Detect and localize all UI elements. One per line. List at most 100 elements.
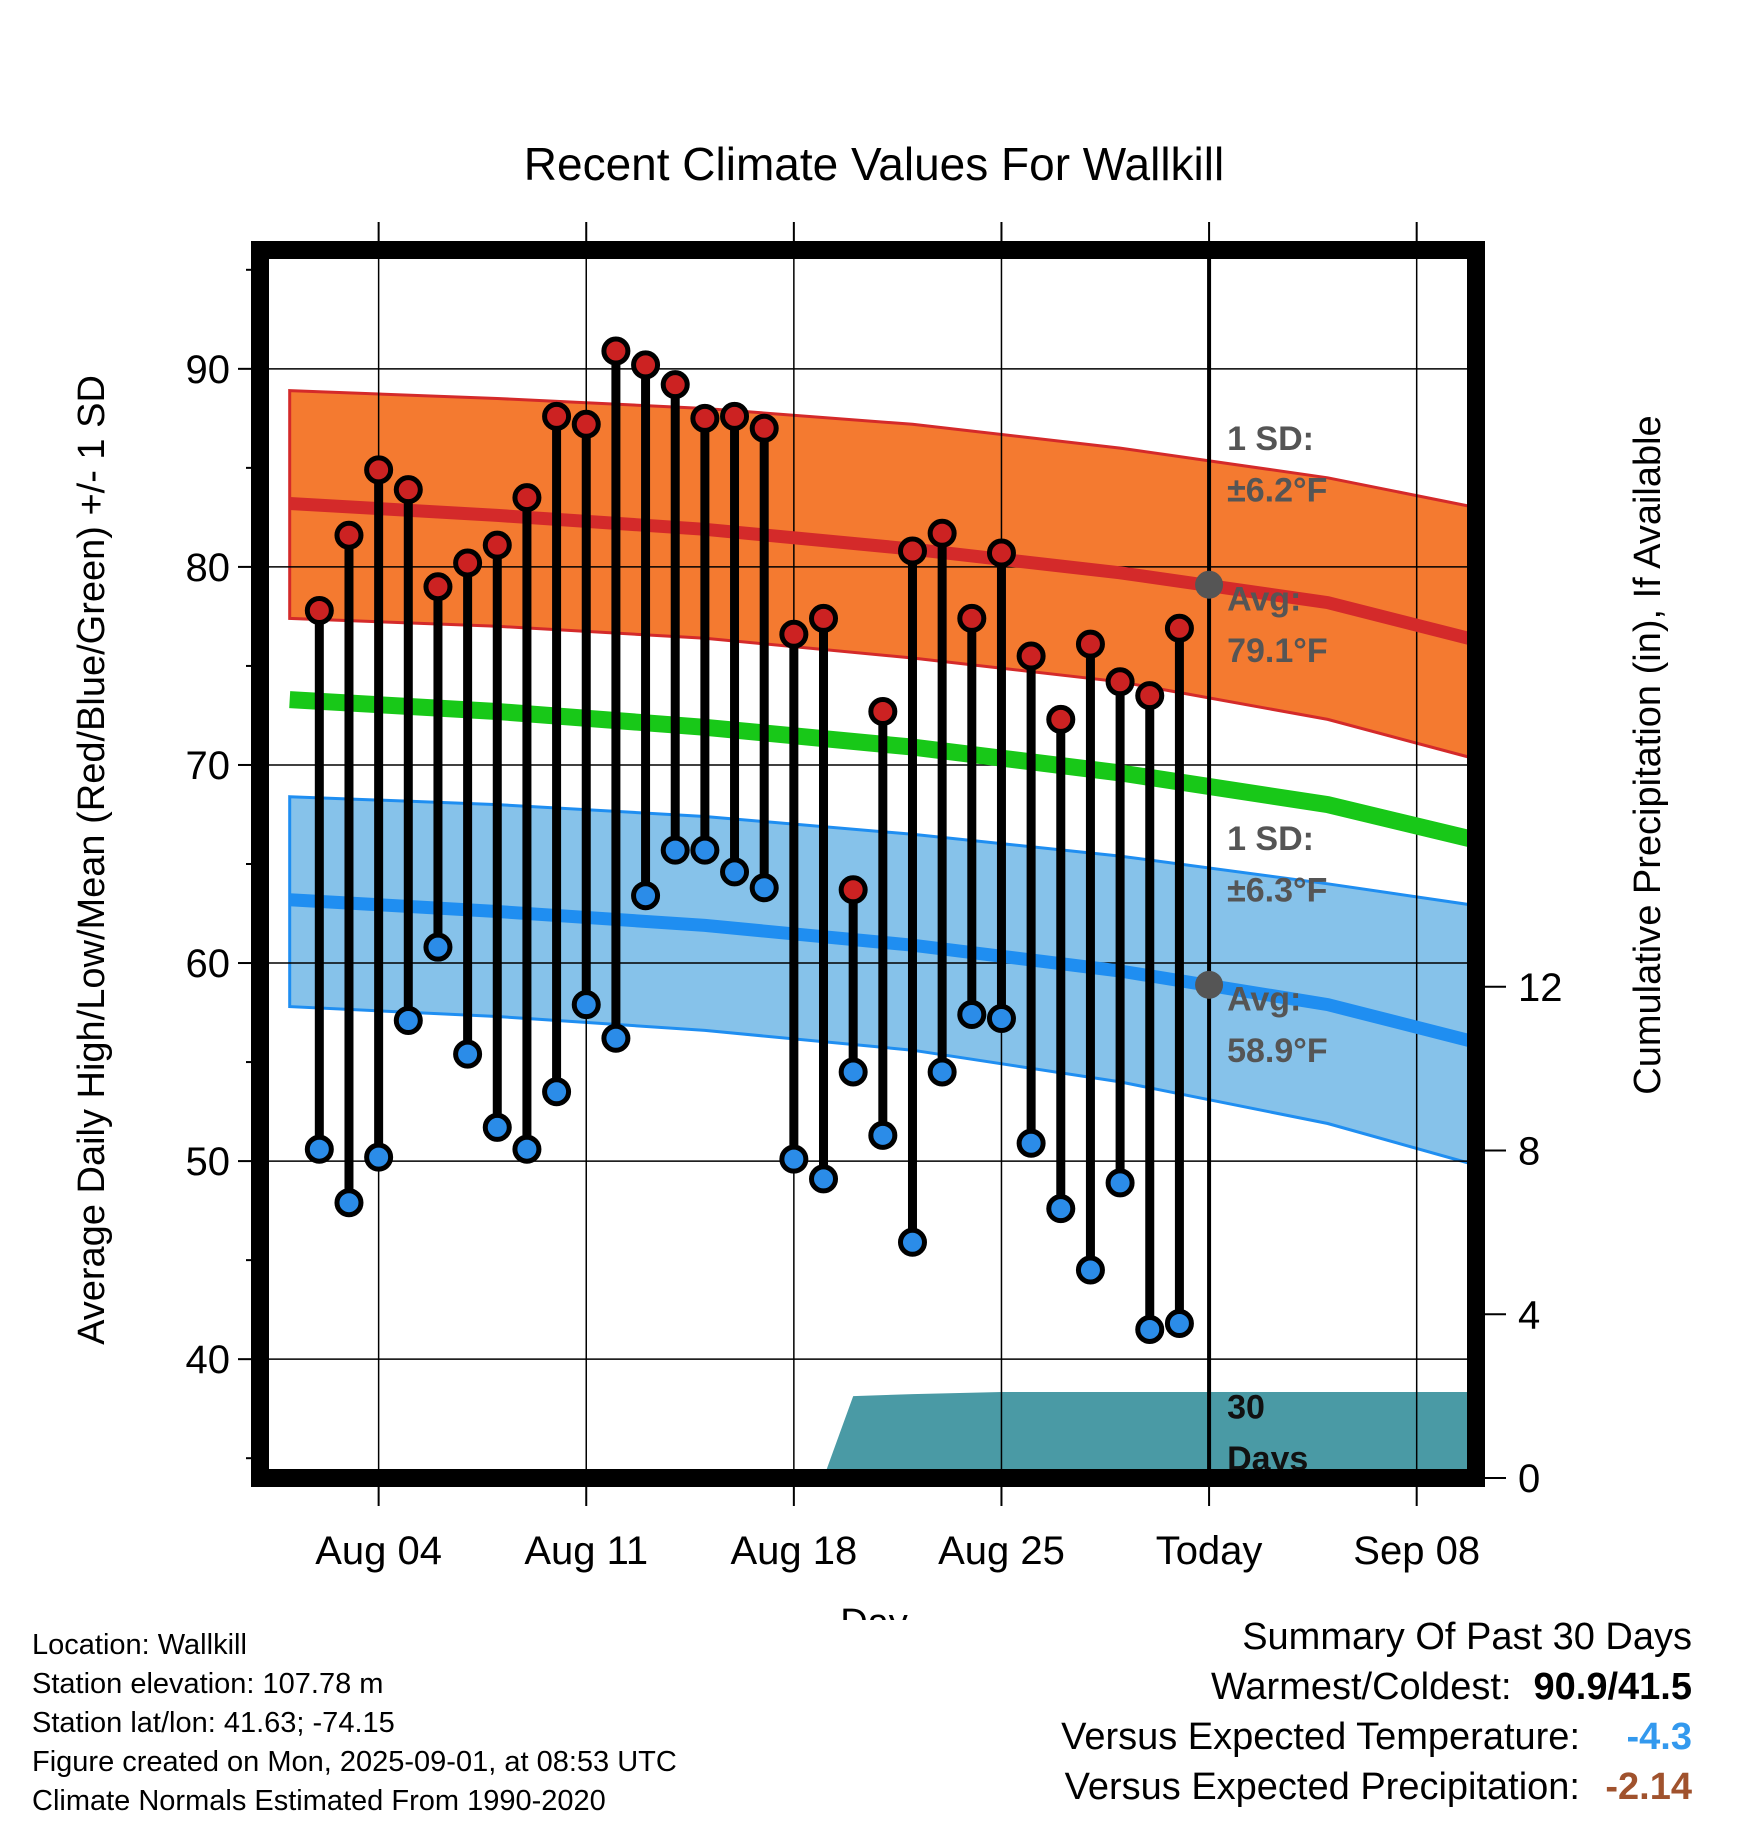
x-tick-label: Aug 18 bbox=[730, 1529, 857, 1573]
high-temp-point bbox=[393, 475, 423, 505]
low-temp-point bbox=[304, 1134, 334, 1164]
chart-title: Recent Climate Values For Wallkill bbox=[524, 138, 1224, 190]
summary-panel: Summary Of Past 30 Days Warmest/Coldest:… bbox=[1061, 1612, 1692, 1812]
high-avg-label: Avg: bbox=[1227, 580, 1301, 618]
high-temp-point bbox=[601, 336, 631, 366]
low-temp-point bbox=[423, 932, 453, 962]
x-tick-label: Sep 08 bbox=[1353, 1529, 1480, 1573]
climate-chart: Recent Climate Values For Wallkill 1 SD:… bbox=[71, 138, 1669, 1620]
high-temp-point bbox=[1164, 613, 1194, 643]
created-text: Figure created on Mon, 2025-09-01, at 08… bbox=[32, 1746, 677, 1778]
normals-text: Climate Normals Estimated From 1990-2020 bbox=[32, 1785, 606, 1817]
low-temp-point bbox=[809, 1164, 839, 1194]
high-temp-point bbox=[512, 483, 542, 513]
low-sd-label: 1 SD: bbox=[1227, 820, 1314, 858]
high-sd-value: ±6.2°F bbox=[1227, 472, 1327, 510]
high-temp-point bbox=[1016, 641, 1046, 671]
low-temp-point bbox=[364, 1142, 394, 1172]
high-temp-point bbox=[1046, 704, 1076, 734]
low-temp-point bbox=[334, 1188, 364, 1218]
precip-value: -2.14 bbox=[1605, 1766, 1692, 1808]
high-temp-point bbox=[660, 370, 690, 400]
warm-cold-value: 90.9/41.5 bbox=[1533, 1666, 1692, 1708]
high-temp-point bbox=[304, 595, 334, 625]
low-temp-point bbox=[512, 1134, 542, 1164]
high-temp-point bbox=[809, 603, 839, 633]
y-tick-label: 90 bbox=[186, 348, 231, 392]
temp-value: -4.3 bbox=[1626, 1716, 1692, 1758]
low-temp-point bbox=[927, 1057, 957, 1087]
y2-tick-label: 0 bbox=[1518, 1457, 1540, 1501]
latlon-text: Station lat/lon: 41.63; -74.15 bbox=[32, 1707, 395, 1739]
low-temp-point bbox=[571, 990, 601, 1020]
high-temp-point bbox=[1075, 629, 1105, 659]
x-tick-label: Aug 04 bbox=[315, 1529, 442, 1573]
today-low-avg-marker bbox=[1195, 970, 1224, 999]
low-temp-point bbox=[868, 1120, 898, 1150]
high-temp-point bbox=[690, 403, 720, 433]
summary-heading: Summary Of Past 30 Days bbox=[1242, 1616, 1692, 1658]
y2-axis-label: Cumulative Precipitation (in), If Availa… bbox=[1627, 415, 1669, 1094]
x-tick-label: Aug 11 bbox=[524, 1529, 648, 1573]
y-tick-label: 60 bbox=[186, 942, 231, 986]
summary-row-temp: Versus Expected Temperature: -4.3 bbox=[1061, 1712, 1692, 1762]
high-temp-point bbox=[1105, 667, 1135, 697]
low-temp-point bbox=[986, 1003, 1016, 1033]
high-temp-point bbox=[453, 548, 483, 578]
high-temp-point bbox=[720, 401, 750, 431]
high-temp-point bbox=[838, 875, 868, 905]
low-temp-point bbox=[779, 1144, 809, 1174]
y2-tick-label: 4 bbox=[1518, 1293, 1540, 1337]
high-temp-point bbox=[631, 350, 661, 380]
y-tick-label: 70 bbox=[186, 744, 231, 788]
x-tick-label: Today bbox=[1156, 1529, 1263, 1573]
y-tick-label: 80 bbox=[186, 546, 231, 590]
high-temp-point bbox=[957, 603, 987, 633]
low-temp-point bbox=[542, 1077, 572, 1107]
station-info: Location: Wallkill Station elevation: 10… bbox=[32, 1626, 677, 1821]
high-temp-point bbox=[779, 619, 809, 649]
low-avg-value: 58.9°F bbox=[1227, 1032, 1328, 1070]
high-temp-point bbox=[897, 536, 927, 566]
low-sd-value: ±6.3°F bbox=[1227, 872, 1327, 910]
y-axis-label: Average Daily High/Low/Mean (Red/Blue/Gr… bbox=[71, 375, 113, 1345]
warm-cold-label: Warmest/Coldest: bbox=[1210, 1666, 1512, 1708]
high-temp-point bbox=[364, 455, 394, 485]
summary-row-precip: Versus Expected Precipitation: -2.14 bbox=[1061, 1762, 1692, 1812]
low-temp-point bbox=[1075, 1255, 1105, 1285]
low-temp-point bbox=[482, 1112, 512, 1142]
high-temp-point bbox=[482, 530, 512, 560]
elevation-text: Station elevation: 107.78 m bbox=[32, 1668, 384, 1700]
low-temp-point bbox=[720, 857, 750, 887]
high-temp-point bbox=[749, 413, 779, 443]
low-temp-point bbox=[749, 873, 779, 903]
high-temp-point bbox=[927, 518, 957, 548]
high-temp-point bbox=[542, 401, 572, 431]
summary-row-warm-cold: Warmest/Coldest: 90.9/41.5 bbox=[1061, 1662, 1692, 1712]
y2-tick-label: 12 bbox=[1518, 966, 1563, 1010]
high-temp-point bbox=[986, 538, 1016, 568]
y-tick-label: 40 bbox=[186, 1338, 231, 1382]
y-tick-label: 50 bbox=[186, 1140, 231, 1184]
low-temp-point bbox=[1164, 1309, 1194, 1339]
low-temp-point bbox=[1016, 1128, 1046, 1158]
today-high-avg-marker bbox=[1195, 570, 1224, 599]
precip-label: Versus Expected Precipitation: bbox=[1064, 1766, 1580, 1808]
y2-tick-label: 8 bbox=[1518, 1130, 1540, 1174]
low-temp-point bbox=[957, 1000, 987, 1030]
low-temp-point bbox=[1046, 1194, 1076, 1224]
low-temp-point bbox=[393, 1005, 423, 1035]
low-temp-point bbox=[453, 1039, 483, 1069]
low-temp-point bbox=[1135, 1314, 1165, 1344]
high-temp-point bbox=[868, 696, 898, 726]
high-temp-point bbox=[423, 572, 453, 602]
high-avg-value: 79.1°F bbox=[1227, 632, 1328, 670]
low-temp-point bbox=[601, 1023, 631, 1053]
plot-frame bbox=[251, 241, 1485, 1487]
low-temp-point bbox=[660, 835, 690, 865]
low-temp-point bbox=[631, 881, 661, 911]
high-temp-point bbox=[334, 520, 364, 550]
low-temp-point bbox=[838, 1057, 868, 1087]
precipitation-area bbox=[260, 1392, 1476, 1478]
low-temp-point bbox=[690, 835, 720, 865]
